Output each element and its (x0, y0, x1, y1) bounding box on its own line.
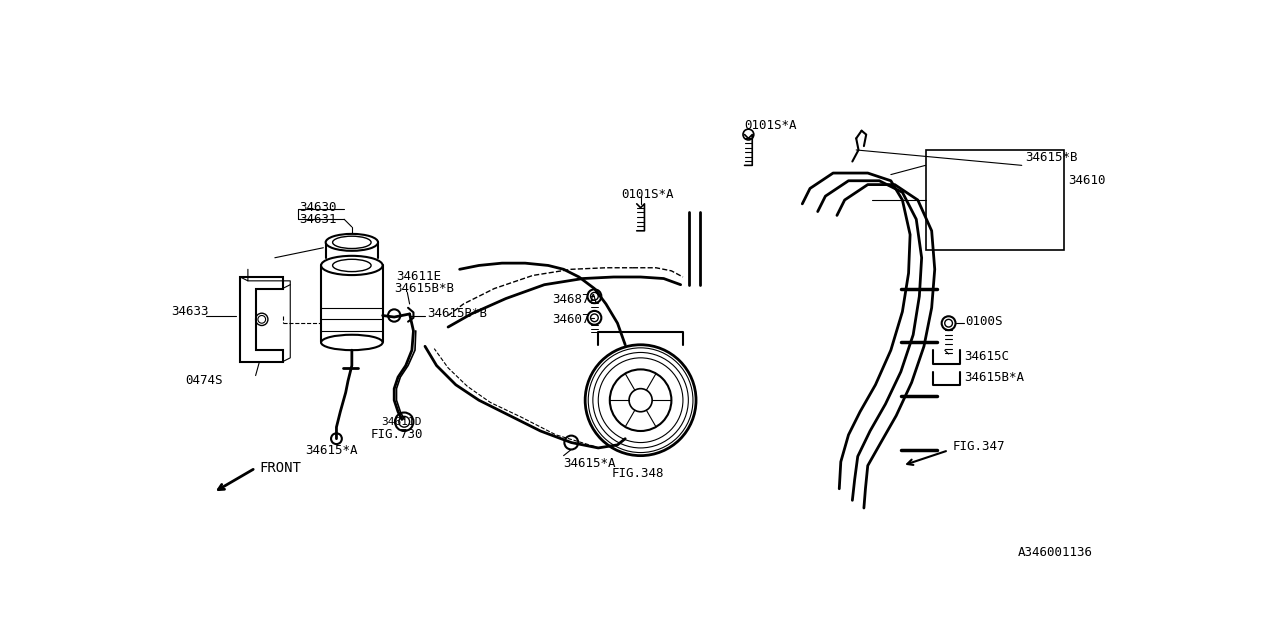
Text: FIG.348: FIG.348 (612, 467, 664, 480)
Text: A346001136: A346001136 (1018, 546, 1093, 559)
Text: FRONT: FRONT (260, 461, 301, 475)
Ellipse shape (325, 234, 378, 251)
Text: 34631: 34631 (300, 212, 337, 226)
Text: 0101S*A: 0101S*A (621, 188, 673, 201)
Text: 0474S: 0474S (184, 374, 223, 387)
Text: 34611D: 34611D (381, 417, 421, 427)
Text: 34615C: 34615C (964, 350, 1009, 363)
Text: 34615*A: 34615*A (563, 457, 616, 470)
Text: FIG.730: FIG.730 (371, 428, 424, 442)
Text: 34607: 34607 (552, 313, 590, 326)
Text: 34610: 34610 (1068, 174, 1106, 188)
Text: 34615B*B: 34615B*B (394, 282, 454, 295)
Text: 34633: 34633 (172, 305, 209, 318)
Bar (925, 150, 1064, 250)
Text: FIG.347: FIG.347 (952, 440, 1005, 453)
Text: 0101S*A: 0101S*A (745, 119, 797, 132)
Text: 34611E: 34611E (397, 271, 442, 284)
Text: 34615B*A: 34615B*A (964, 371, 1024, 383)
Text: 34615*B: 34615*B (1025, 151, 1078, 164)
Text: 0100S: 0100S (965, 315, 1004, 328)
Text: 34630: 34630 (300, 201, 337, 214)
Text: 34615*A: 34615*A (306, 444, 358, 457)
Text: 34615B*B: 34615B*B (428, 307, 488, 321)
Text: 34687A: 34687A (552, 293, 596, 306)
